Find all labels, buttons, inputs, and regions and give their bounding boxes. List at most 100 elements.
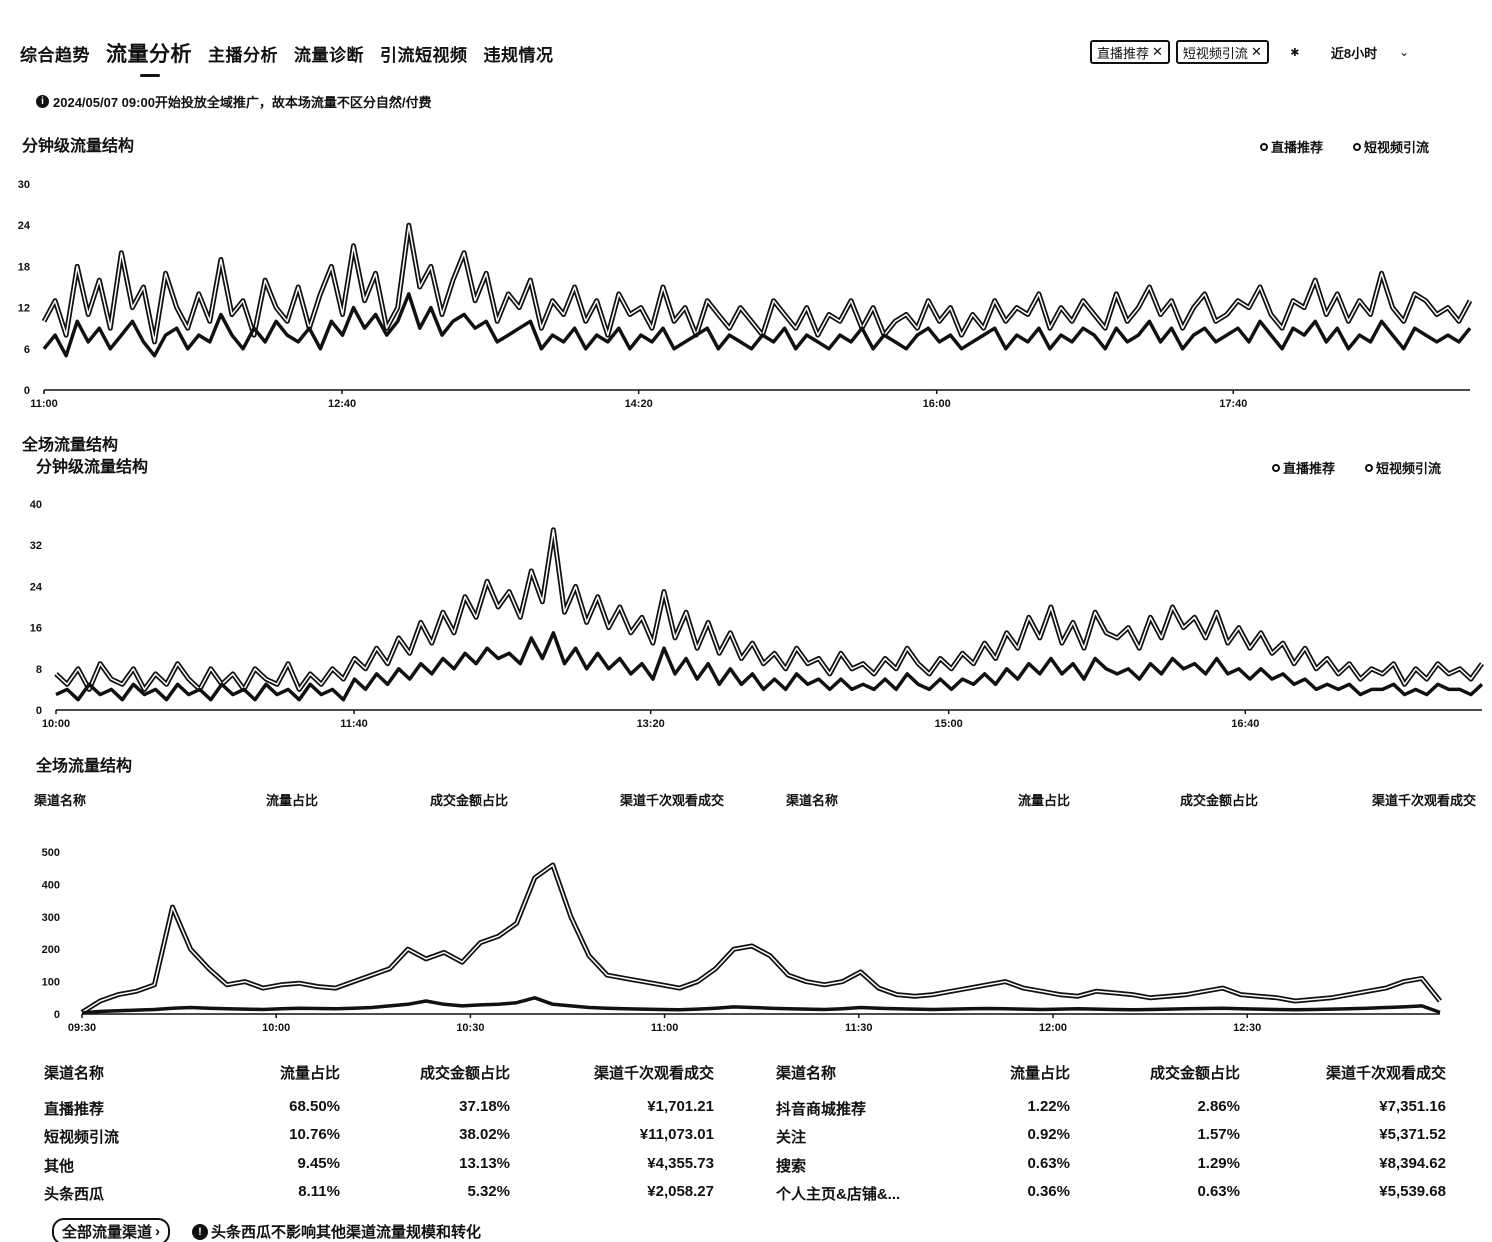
table-cell: 10.76% (289, 1126, 340, 1143)
x-tick-label: 11:00 (30, 398, 58, 410)
section2-legend: 直播推荐 短视频引流 (1272, 458, 1441, 477)
table-cell: 搜索 (776, 1158, 807, 1175)
x-tick-label: 11:00 (651, 1022, 679, 1034)
notice-text: 2024/05/07 09:00开始投放全域推广，故本场流量不区分自然/付费 (53, 95, 432, 110)
table-cell: ¥8,394.62 (1379, 1155, 1446, 1172)
chevron-down-icon[interactable]: ⌄ (1399, 45, 1410, 59)
legend-label: 直播推荐 (1271, 140, 1324, 155)
table-cell: 个人主页&店铺&... (776, 1186, 901, 1203)
legend-label: 短视频引流 (1364, 140, 1430, 155)
top-tabs: 综合趋势 流量分析 主播分析 流量诊断 引流短视频 违规情况 (20, 38, 554, 77)
y-tick-label: 12 (18, 303, 30, 315)
section2-title: 分钟级流量结构 (36, 459, 149, 476)
minute-traffic-chart-2: 0 8 16 24 32 40 10:00 11:40 13:20 15:00 16:40 (0, 492, 1492, 742)
table-cell: 0.36% (1027, 1183, 1070, 1200)
table-header-cell: 流量占比 (279, 1065, 340, 1082)
column-header: 渠道名称 (786, 793, 839, 808)
y-tick-label: 40 (30, 499, 42, 511)
legend-item-live-recommend[interactable]: 直播推荐 (1260, 137, 1323, 156)
y-tick-label: 18 (18, 261, 30, 273)
table-header-cell: 渠道名称 (776, 1065, 837, 1082)
table-cell: 0.92% (1027, 1126, 1070, 1143)
legend-dot (1260, 142, 1268, 151)
tab-violations[interactable]: 违规情况 (483, 46, 554, 65)
x-tick-label: 11:40 (340, 718, 368, 730)
y-tick-label: 16 (30, 623, 42, 635)
x-tick-label: 13:20 (637, 718, 665, 730)
table-cell: 2.86% (1197, 1098, 1240, 1115)
table-cell: ¥2,058.27 (647, 1183, 714, 1200)
table-header-cell: 渠道千次观看成交 (593, 1065, 714, 1082)
all-channels-label: 全部流量渠道 (62, 1224, 153, 1241)
table-cell: 关注 (776, 1129, 807, 1146)
y-tick-label: 400 (42, 879, 60, 891)
table-header-cell: 渠道名称 (44, 1065, 105, 1082)
tab-host-analysis[interactable]: 主播分析 (208, 46, 278, 65)
legend-item-live-recommend[interactable]: 直播推荐 (1272, 458, 1335, 477)
legend-dot (1272, 463, 1280, 472)
column-header: 成交金额占比 (1180, 793, 1259, 808)
table-cell: 1.57% (1197, 1126, 1240, 1143)
x-tick-label: 12:00 (1039, 1022, 1067, 1034)
x-tick-label: 09:30 (68, 1022, 96, 1034)
table-cell: 8.11% (298, 1183, 340, 1200)
minute-traffic-chart-1: 0 6 12 18 24 30 11:00 12:40 14:20 16:00 17:40 (0, 170, 1492, 420)
legend-item-short-video[interactable]: 短视频引流 (1353, 137, 1429, 156)
tab-overview[interactable]: 综合趋势 (20, 46, 90, 65)
notice-banner: i 2024/05/07 09:00开始投放全域推广，故本场流量不区分自然/付费 (36, 92, 432, 111)
info-icon: i (36, 95, 49, 108)
tab-traffic-analysis[interactable]: 流量分析 (106, 38, 192, 77)
y-tick-label: 0 (36, 705, 42, 717)
table-cell: 短视频引流 (44, 1129, 120, 1146)
series-line-live-recommend (41, 222, 1473, 345)
footer-note-text: 头条西瓜不影响其他渠道流量规模和转化 (211, 1224, 482, 1241)
footer-bar: 全部流量渠道 › ! 头条西瓜不影响其他渠道流量规模和转化 (52, 1218, 481, 1242)
section1-legend: 直播推荐 短视频引流 (1260, 137, 1429, 156)
series-line-live-recommend (80, 862, 1442, 1015)
section1-title: 分钟级流量结构 (22, 138, 135, 155)
tab-short-videos[interactable]: 引流短视频 (380, 46, 468, 65)
close-icon[interactable]: ✕ (1152, 44, 1163, 59)
section2-outer-title: 全场流量结构 (22, 437, 119, 454)
x-tick-label: 15:00 (935, 718, 963, 730)
table-cell: 0.63% (1197, 1183, 1240, 1200)
all-channels-button[interactable]: 全部流量渠道 › (52, 1218, 171, 1242)
y-tick-label: 24 (30, 581, 43, 593)
channel-table: 渠道名称 流量占比 成交金额占比 渠道千次观看成交 渠道名称 流量占比 成交金额占比 渠道千次… (40, 1062, 1492, 1212)
table-cell: 38.02% (459, 1126, 510, 1143)
table-cell: ¥5,371.52 (1379, 1126, 1446, 1143)
overall-traffic-chart: 0 100 200 300 400 500 09:30 10:00 10:30 11:00 11:3… (0, 840, 1492, 1040)
column-header: 渠道千次观看成交 (1372, 793, 1477, 808)
y-tick-label: 200 (42, 944, 60, 956)
footer-note: ! 头条西瓜不影响其他渠道流量规模和转化 (192, 1221, 481, 1242)
tab-traffic-diagnosis[interactable]: 流量诊断 (294, 46, 364, 65)
y-tick-label: 500 (42, 847, 60, 859)
time-range-select[interactable]: 近8小时 (1330, 45, 1378, 61)
table-cell: ¥7,351.16 (1379, 1098, 1446, 1115)
x-tick-label: 14:20 (625, 398, 653, 410)
clear-filter-icon[interactable]: ✱ (1290, 46, 1300, 59)
table-cell: 头条西瓜 (44, 1186, 105, 1203)
info-icon: ! (192, 1223, 209, 1240)
series-line-short-video (55, 631, 1484, 702)
column-header: 成交金额占比 (430, 793, 509, 808)
x-tick-label: 12:40 (328, 398, 356, 410)
chart-svg: 0 8 16 24 32 40 10:00 11:40 13:20 15:00 16:40 (30, 499, 1485, 730)
table-cell: 1.22% (1027, 1098, 1070, 1115)
legend-item-short-video[interactable]: 短视频引流 (1365, 458, 1441, 477)
chevron-right-icon: › (155, 1223, 161, 1240)
x-tick-label: 11:30 (845, 1022, 873, 1034)
section3-header-row: 渠道名称 流量占比 成交金额占比 渠道千次观看成交 渠道名称 流量占比 成交金额… (0, 790, 1492, 808)
table-cell: 1.29% (1197, 1155, 1240, 1172)
y-tick-label: 6 (24, 344, 30, 356)
y-tick-label: 8 (36, 664, 42, 676)
y-tick-label: 0 (54, 1009, 60, 1021)
series-line-highlight (43, 224, 1471, 343)
close-icon[interactable]: ✕ (1250, 44, 1262, 59)
filter-chip-live-recommend[interactable]: 直播推荐 ✕ (1090, 40, 1170, 64)
series-line-short-video (42, 292, 1472, 358)
filter-chip-short-video[interactable]: 短视频引流 ✕ (1175, 40, 1269, 64)
table-cell: 5.32% (467, 1183, 510, 1200)
filter-bar: 直播推荐 ✕ 短视频引流 ✕ ✱ 近8小时 ⌄ (1090, 40, 1409, 64)
y-tick-label: 24 (18, 220, 31, 232)
